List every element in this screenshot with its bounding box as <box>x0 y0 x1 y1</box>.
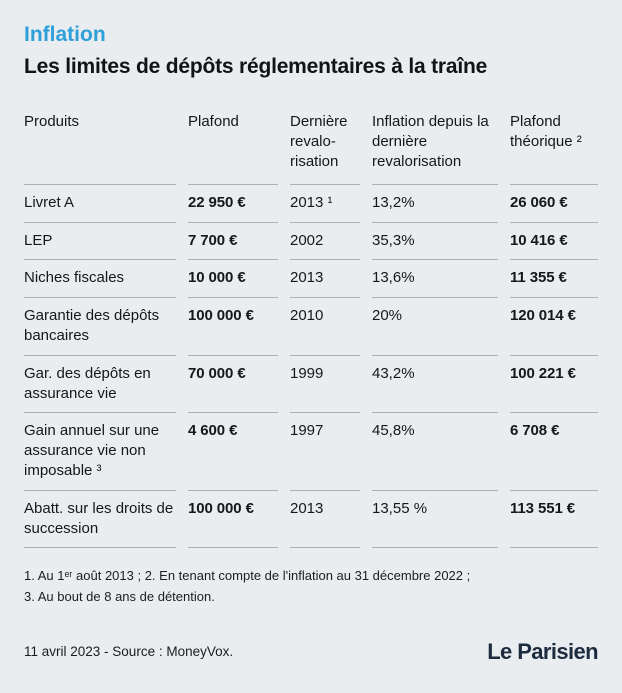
cell-plafond-theorique: 120 014 € <box>510 298 598 356</box>
kicker: Inflation <box>24 23 106 46</box>
infographic: Inflation Les limites de dépôts réglemen… <box>24 23 599 665</box>
table-row: Garantie des dépôts bancaires 100 000 € … <box>24 298 598 356</box>
table-header-row: Produits Plafond Dernière revalo-risatio… <box>24 112 598 185</box>
column-header-revalorisation: Dernière revalo-risation <box>290 112 360 185</box>
footer: 11 avril 2023 - Source : MoneyVox. Le Pa… <box>24 638 599 665</box>
cell-inflation: 13,2% <box>372 185 498 223</box>
footnote-line: 3. Au bout de 8 ans de détention. <box>24 588 215 604</box>
data-table: Produits Plafond Dernière revalo-risatio… <box>24 112 598 549</box>
cell-plafond: 10 000 € <box>188 260 278 299</box>
cell-plafond: 100 000 € <box>188 298 278 356</box>
cell-revalorisation: 1997 <box>290 413 360 491</box>
cell-inflation: 13,55 % <box>372 491 498 549</box>
cell-plafond: 7 700 € <box>188 223 278 261</box>
table-row: Gain annuel sur une assurance vie non im… <box>24 413 598 491</box>
page-title: Les limites de dépôts réglementaires à l… <box>24 55 488 79</box>
cell-plafond-theorique: 11 355 € <box>510 260 598 299</box>
table-row: Abatt. sur les droits de succession 100 … <box>24 491 598 549</box>
cell-plafond-theorique: 6 708 € <box>510 413 598 491</box>
table-row: Niches fiscales 10 000 € 2013 13,6% 11 3… <box>24 260 598 299</box>
cell-inflation: 43,2% <box>372 356 498 414</box>
table-row: Gar. des dépôts en assurance vie 70 000 … <box>24 356 598 414</box>
footnote-line: 1. Au 1ᵉʳ août 2013 ; 2. En tenant compt… <box>24 568 471 584</box>
cell-produit: Livret A <box>24 185 176 223</box>
cell-produit: LEP <box>24 223 176 261</box>
column-header-inflation: Inflation depuis la dernière revalorisat… <box>372 112 498 185</box>
column-header-plafond-theorique: Plafond théorique ² <box>510 112 598 185</box>
cell-plafond: 100 000 € <box>188 491 278 549</box>
cell-plafond: 70 000 € <box>188 356 278 414</box>
source-caption: 11 avril 2023 - Source : MoneyVox. <box>24 644 234 660</box>
cell-revalorisation: 1999 <box>290 356 360 414</box>
column-header-produits: Produits <box>24 112 176 185</box>
table-row: Livret A 22 950 € 2013 ¹ 13,2% 26 060 € <box>24 185 598 223</box>
cell-produit: Garantie des dépôts bancaires <box>24 298 176 356</box>
cell-produit: Gain annuel sur une assurance vie non im… <box>24 413 176 491</box>
cell-plafond-theorique: 100 221 € <box>510 356 598 414</box>
cell-plafond: 4 600 € <box>188 413 278 491</box>
cell-revalorisation: 2013 <box>290 260 360 299</box>
cell-plafond: 22 950 € <box>188 185 278 223</box>
cell-inflation: 45,8% <box>372 413 498 491</box>
footnotes: 1. Au 1ᵉʳ août 2013 ; 2. En tenant compt… <box>24 566 598 606</box>
cell-plafond-theorique: 10 416 € <box>510 223 598 261</box>
cell-inflation: 20% <box>372 298 498 356</box>
cell-revalorisation: 2002 <box>290 223 360 261</box>
cell-plafond-theorique: 26 060 € <box>510 185 598 223</box>
cell-revalorisation: 2013 <box>290 491 360 549</box>
column-header-plafond: Plafond <box>188 112 278 185</box>
cell-plafond-theorique: 113 551 € <box>510 491 598 549</box>
cell-inflation: 35,3% <box>372 223 498 261</box>
leparisien-logo: Le Parisien <box>487 638 598 664</box>
cell-produit: Abatt. sur les droits de succession <box>24 491 176 549</box>
cell-revalorisation: 2010 <box>290 298 360 356</box>
cell-produit: Gar. des dépôts en assurance vie <box>24 356 176 414</box>
cell-inflation: 13,6% <box>372 260 498 299</box>
cell-produit: Niches fiscales <box>24 260 176 299</box>
cell-revalorisation: 2013 ¹ <box>290 185 360 223</box>
table-row: LEP 7 700 € 2002 35,3% 10 416 € <box>24 223 598 261</box>
